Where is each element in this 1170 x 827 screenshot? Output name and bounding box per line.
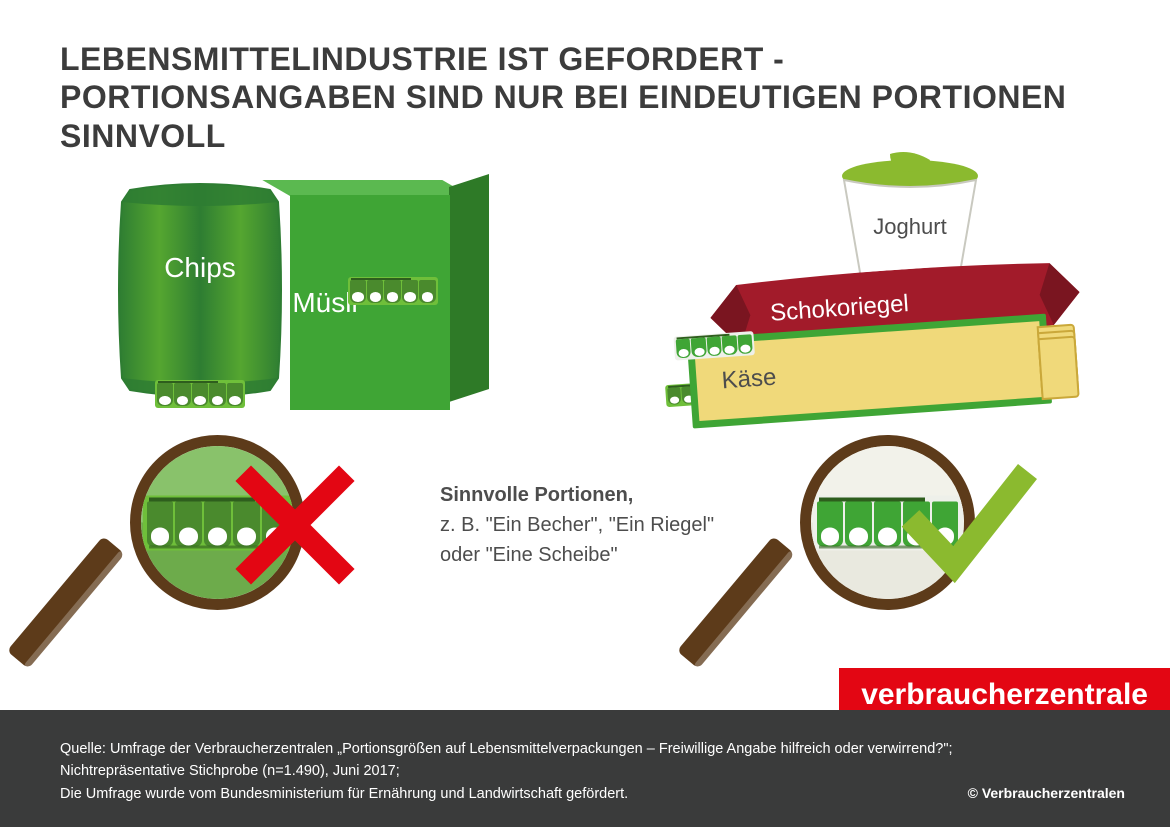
chips-bag-shape: [110, 180, 290, 400]
chips-label: Chips: [164, 252, 236, 284]
check-mark-icon: [910, 470, 1020, 580]
products-right-group: Joghurt Schokoriegel Käse: [670, 150, 1100, 430]
center-text-line1: Sinnvolle Portionen,: [440, 480, 740, 510]
magnifier-wrong: [110, 435, 330, 655]
headline-line1: LEBENSMITTELINDUSTRIE IST GEFORDERT -: [60, 40, 1110, 78]
footer-source: Quelle: Umfrage der Verbraucherzentralen…: [60, 738, 1040, 805]
center-explanation: Sinnvolle Portionen, z. B. "Ein Becher",…: [440, 480, 740, 570]
source-line2: Die Umfrage wurde vom Bundesministerium …: [60, 783, 1040, 805]
magnifier-correct: [780, 435, 1000, 655]
cheese-nutrition-label-icon: [673, 331, 754, 361]
muesli-nutrition-label-icon: [348, 277, 438, 305]
products-left-group: Chips Müsli: [110, 170, 510, 420]
page-title: LEBENSMITTELINDUSTRIE IST GEFORDERT - PO…: [60, 40, 1110, 155]
muesli-box-side: [449, 174, 489, 402]
muesli-box-top: [290, 180, 450, 196]
cheese-pack-body: Käse: [687, 314, 1052, 429]
infographic-page: LEBENSMITTELINDUSTRIE IST GEFORDERT - PO…: [0, 0, 1170, 827]
muesli-box: Müsli: [290, 180, 490, 410]
cross-mark-icon: [240, 470, 350, 580]
cheese-label: Käse: [721, 364, 778, 396]
footer-copyright: © Verbraucherzentralen: [968, 785, 1125, 801]
cheese-pack: Käse: [687, 312, 1084, 449]
cheese-slices-icon: [1037, 324, 1080, 404]
chips-nutrition-label-icon: [155, 380, 245, 408]
footer: Quelle: Umfrage der Verbraucherzentralen…: [0, 710, 1170, 827]
source-line1: Quelle: Umfrage der Verbraucherzentralen…: [60, 738, 1040, 783]
chips-bag: Chips: [110, 180, 290, 400]
center-text-line2: z. B. "Ein Becher", "Ein Riegel": [440, 510, 740, 540]
muesli-box-front: Müsli: [290, 195, 450, 410]
magnifier-handle-icon: [7, 536, 125, 669]
headline-line2: PORTIONSANGABEN SIND NUR BEI EINDEUTIGEN…: [60, 78, 1110, 155]
yoghurt-label: Joghurt: [873, 214, 946, 240]
center-text-line3: oder "Eine Scheibe": [440, 540, 740, 570]
